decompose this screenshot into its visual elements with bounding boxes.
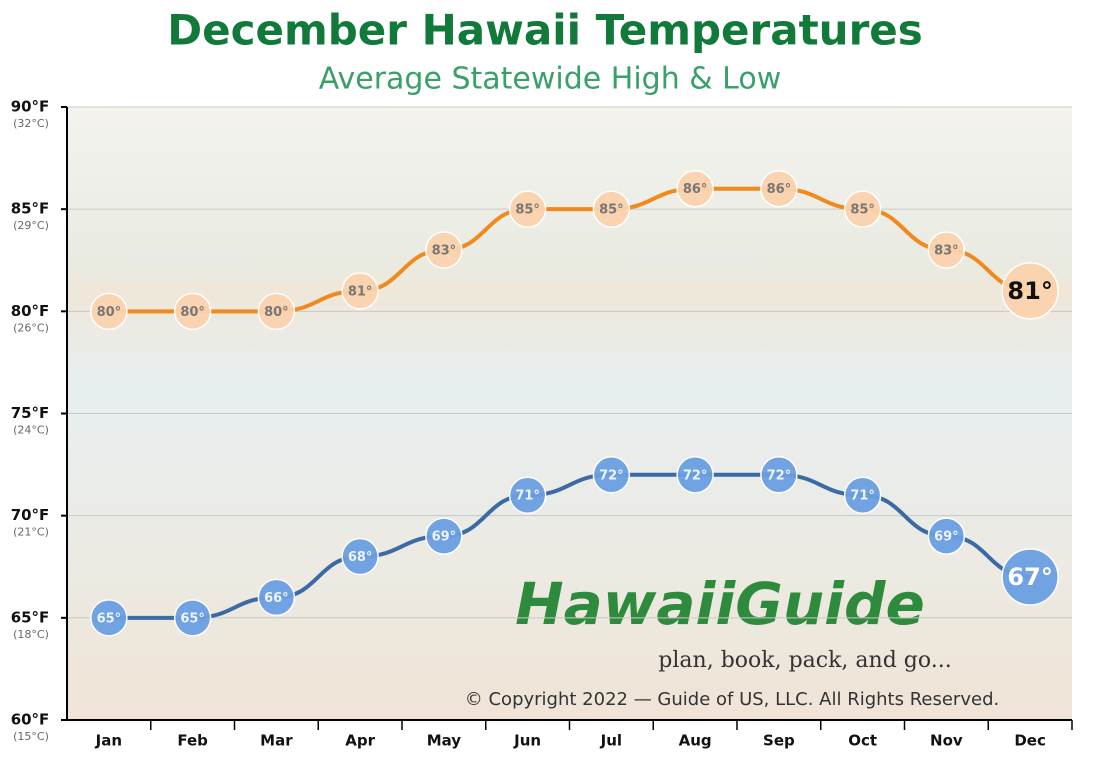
y-tick-celsius: (32°C) xyxy=(13,117,49,130)
data-label: 83° xyxy=(934,244,959,259)
data-point xyxy=(173,599,212,637)
logo-brand: HawaiiGuide xyxy=(515,570,925,638)
y-tick-celsius: (18°C) xyxy=(13,628,49,641)
y-tick-label: 80°F xyxy=(11,302,50,320)
data-label: 72° xyxy=(767,468,792,483)
data-label: 68° xyxy=(348,550,373,565)
logo-tagline: plan, book, pack, and go... xyxy=(658,648,951,673)
x-tick-label: Jul xyxy=(600,732,622,750)
y-tick-label: 90°F xyxy=(11,98,50,116)
y-tick-celsius: (26°C) xyxy=(13,321,49,334)
data-point xyxy=(173,292,212,331)
x-tick-label: Sep xyxy=(763,732,795,750)
x-tick-label: Feb xyxy=(177,732,208,750)
data-point xyxy=(676,456,714,494)
y-tick-celsius: (15°C) xyxy=(13,730,49,743)
data-point xyxy=(1001,548,1059,606)
data-point xyxy=(760,456,798,494)
data-point xyxy=(927,517,966,555)
data-point xyxy=(927,231,966,269)
data-label: 85° xyxy=(515,203,540,218)
x-tick-label: Mar xyxy=(260,732,293,750)
x-tick-label: Nov xyxy=(930,732,963,750)
x-tick-label: Jun xyxy=(513,732,541,750)
x-tick-label: Jan xyxy=(95,732,122,750)
data-point xyxy=(508,476,547,514)
x-tick-label: Apr xyxy=(345,732,375,750)
y-tick-celsius: (24°C) xyxy=(13,424,49,437)
y-tick-label: 60°F xyxy=(11,711,50,729)
data-point xyxy=(843,476,882,514)
data-point xyxy=(843,190,882,228)
y-tick-label: 85°F xyxy=(11,200,50,218)
data-point xyxy=(425,231,463,269)
data-point xyxy=(1001,262,1059,320)
data-label: 65° xyxy=(180,611,205,626)
data-label: 69° xyxy=(934,530,959,545)
data-point xyxy=(257,578,296,617)
data-point xyxy=(425,517,463,555)
data-label: 80° xyxy=(180,305,205,320)
x-tick-label: Oct xyxy=(848,732,877,750)
y-tick-label: 65°F xyxy=(11,608,50,626)
data-label: 65° xyxy=(97,611,122,626)
y-tick-label: 75°F xyxy=(11,404,50,422)
data-label: 66° xyxy=(264,591,289,606)
data-label: 86° xyxy=(683,182,708,197)
data-point xyxy=(257,292,296,331)
data-label: 71° xyxy=(850,489,875,504)
x-tick-label: Dec xyxy=(1014,732,1046,750)
data-point xyxy=(592,456,631,494)
data-label: 71° xyxy=(515,489,540,504)
data-point xyxy=(508,190,547,228)
data-label: 85° xyxy=(599,203,624,218)
data-label: 86° xyxy=(767,182,792,197)
data-point xyxy=(760,169,798,208)
y-tick-celsius: (21°C) xyxy=(13,526,49,539)
chart-title: December Hawaii Temperatures xyxy=(167,6,923,55)
data-point xyxy=(341,537,379,576)
chart-subtitle: Average Statewide High & Low xyxy=(319,62,782,97)
y-tick-celsius: (29°C) xyxy=(13,219,49,232)
data-point xyxy=(592,190,631,228)
data-point xyxy=(90,599,128,637)
x-tick-label: May xyxy=(427,732,462,750)
data-label: 67° xyxy=(1007,563,1052,591)
data-label: 69° xyxy=(432,530,457,545)
data-label: 80° xyxy=(97,305,122,320)
data-label: 81° xyxy=(348,284,373,299)
data-label: 81° xyxy=(1007,277,1052,305)
y-tick-label: 70°F xyxy=(11,506,50,524)
data-label: 72° xyxy=(599,468,624,483)
data-label: 83° xyxy=(432,244,457,259)
copyright: © Copyright 2022 — Guide of US, LLC. All… xyxy=(465,689,999,710)
x-tick-label: Aug xyxy=(679,732,712,750)
data-point xyxy=(676,169,714,208)
data-point xyxy=(90,292,128,331)
data-label: 85° xyxy=(850,203,875,218)
data-label: 72° xyxy=(683,468,708,483)
data-label: 80° xyxy=(264,305,289,320)
data-point xyxy=(341,272,379,310)
